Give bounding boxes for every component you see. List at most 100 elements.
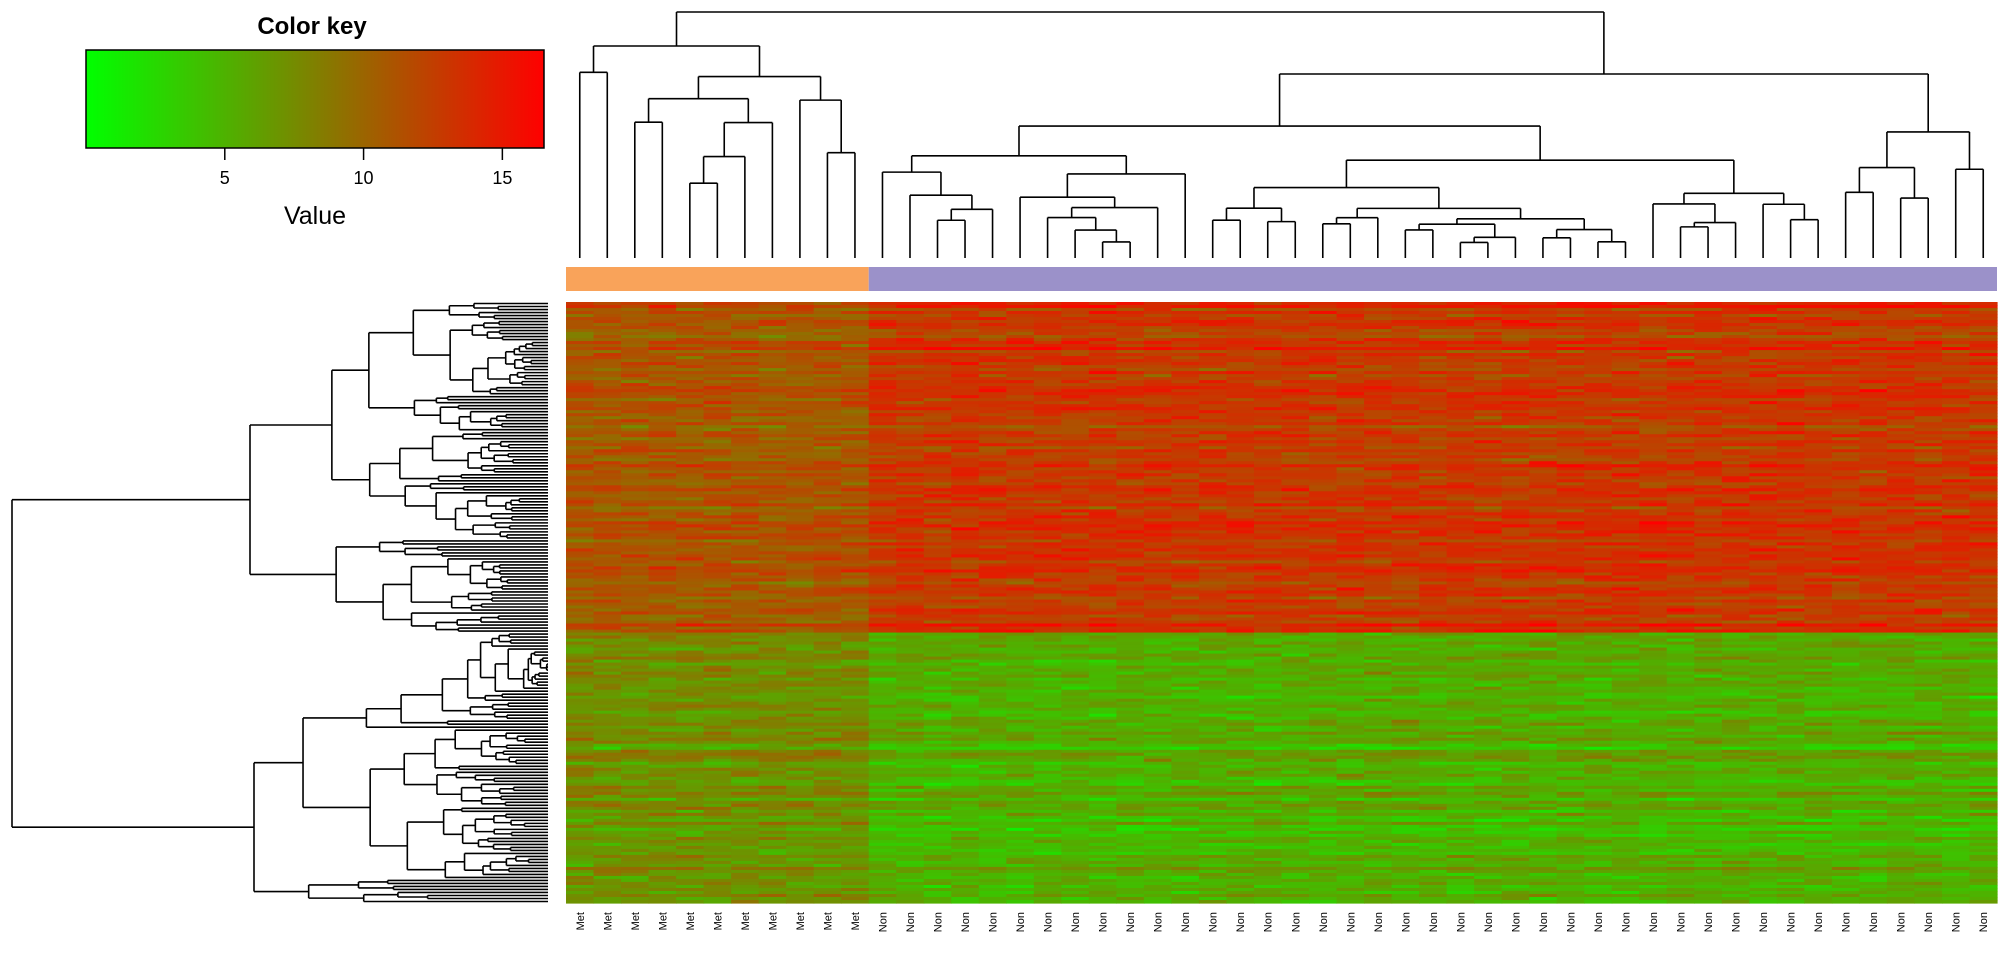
heatmap-cell bbox=[758, 305, 787, 309]
heatmap-cell bbox=[923, 527, 952, 531]
heatmap-cell bbox=[1253, 371, 1283, 375]
heatmap-cell bbox=[1804, 374, 1833, 378]
heatmap-cell bbox=[1776, 338, 1805, 342]
heatmap-cell bbox=[1143, 437, 1173, 441]
heatmap-cell bbox=[593, 320, 622, 324]
heatmap-cell bbox=[1666, 365, 1695, 369]
heatmap-cell bbox=[1776, 485, 1805, 489]
heatmap-cell bbox=[1474, 419, 1503, 423]
heatmap-cell bbox=[1309, 437, 1338, 441]
heatmap-cell bbox=[1639, 389, 1668, 393]
heatmap-cell bbox=[758, 338, 787, 342]
color-key-value-label: Value bbox=[284, 202, 346, 230]
heatmap-cell bbox=[1831, 527, 1860, 531]
heatmap-cell bbox=[1859, 380, 1888, 384]
heatmap-cell bbox=[1253, 338, 1283, 342]
heatmap-cell bbox=[1419, 425, 1448, 429]
heatmap-cell bbox=[1611, 482, 1640, 486]
heatmap-cell bbox=[1776, 446, 1805, 450]
heatmap-cell bbox=[1831, 308, 1860, 312]
heatmap-cell bbox=[1033, 512, 1062, 516]
heatmap-cell bbox=[1914, 410, 1943, 414]
heatmap-cell bbox=[703, 527, 732, 531]
heatmap-cell bbox=[951, 515, 980, 519]
heatmap-cell bbox=[621, 503, 650, 507]
heatmap-cell bbox=[648, 503, 677, 507]
heatmap-cell bbox=[1776, 383, 1805, 387]
heatmap-cell bbox=[1419, 350, 1448, 354]
heatmap-cell bbox=[1198, 359, 1228, 363]
heatmap-cell bbox=[1088, 386, 1117, 390]
heatmap-cell bbox=[1309, 362, 1338, 366]
heatmap-cell bbox=[1859, 317, 1888, 321]
heatmap-cell bbox=[1419, 320, 1448, 324]
heatmap-cell bbox=[1116, 524, 1145, 528]
heatmap-cell bbox=[1804, 485, 1833, 489]
heatmap-cell bbox=[1116, 422, 1145, 426]
heatmap-cell bbox=[1666, 464, 1695, 468]
heatmap-cell bbox=[1556, 443, 1585, 447]
heatmap-cell bbox=[786, 410, 815, 414]
heatmap-cell bbox=[1831, 344, 1860, 348]
heatmap-cell bbox=[1694, 533, 1723, 537]
heatmap-cell bbox=[1804, 332, 1833, 336]
heatmap-cell bbox=[1033, 461, 1062, 465]
heatmap-cell bbox=[1226, 308, 1255, 312]
heatmap-cell bbox=[1776, 512, 1805, 516]
heatmap-cell bbox=[648, 374, 677, 378]
heatmap-cell bbox=[1143, 491, 1173, 495]
heatmap-cell bbox=[1446, 479, 1475, 483]
heatmap-cell bbox=[1584, 377, 1613, 381]
heatmap-cell bbox=[1061, 542, 1090, 546]
heatmap-cell bbox=[758, 491, 787, 495]
heatmap-cell bbox=[758, 362, 787, 366]
heatmap-cell bbox=[786, 332, 815, 336]
heatmap-cell bbox=[1061, 365, 1090, 369]
heatmap-cell bbox=[1914, 470, 1943, 474]
heatmap-cell bbox=[1721, 350, 1750, 354]
heatmap-cell bbox=[1226, 506, 1255, 510]
heatmap-cell bbox=[1391, 365, 1420, 369]
heatmap-cell bbox=[1941, 446, 1971, 450]
heatmap-cell bbox=[786, 479, 815, 483]
heatmap-cell bbox=[1033, 368, 1062, 372]
heatmap-cell bbox=[1364, 467, 1393, 471]
heatmap-cell bbox=[786, 521, 815, 525]
heatmap-cell bbox=[1391, 467, 1420, 471]
heatmap-cell bbox=[593, 374, 622, 378]
heatmap-cell bbox=[786, 488, 815, 492]
heatmap-cell bbox=[703, 494, 732, 498]
heatmap-cell bbox=[1611, 320, 1640, 324]
heatmap-cell bbox=[896, 371, 925, 375]
heatmap-cell bbox=[1941, 365, 1971, 369]
heatmap-cell bbox=[1859, 308, 1888, 312]
heatmap-cell bbox=[1281, 344, 1310, 348]
heatmap-cell bbox=[1941, 440, 1971, 444]
heatmap-cell bbox=[1143, 413, 1173, 417]
heatmap-cell bbox=[593, 521, 622, 525]
heatmap-cell bbox=[978, 311, 1007, 315]
heatmap-cell bbox=[1804, 542, 1833, 546]
heatmap-cell bbox=[703, 347, 732, 351]
heatmap-cell bbox=[1198, 422, 1228, 426]
heatmap-cell bbox=[1639, 434, 1668, 438]
heatmap-cell bbox=[923, 407, 952, 411]
heatmap-cell bbox=[1446, 419, 1475, 423]
heatmap-cell bbox=[813, 410, 842, 414]
heatmap-cell bbox=[1253, 377, 1283, 381]
heatmap-cell bbox=[1776, 452, 1805, 456]
heatmap-cell bbox=[1969, 326, 1998, 330]
heatmap-cell bbox=[1529, 359, 1558, 363]
heatmap-cell bbox=[566, 455, 595, 459]
heatmap-cell bbox=[1446, 353, 1475, 357]
heatmap-cell bbox=[648, 521, 677, 525]
heatmap-cell bbox=[1391, 431, 1420, 435]
heatmap-cell bbox=[1639, 422, 1668, 426]
heatmap-cell bbox=[593, 329, 622, 333]
heatmap-cell bbox=[951, 374, 980, 378]
heatmap-cell bbox=[896, 482, 925, 486]
heatmap-cell bbox=[896, 536, 925, 540]
heatmap-cell bbox=[648, 428, 677, 432]
heatmap-cell bbox=[1694, 527, 1723, 531]
heatmap-cell bbox=[923, 341, 952, 345]
